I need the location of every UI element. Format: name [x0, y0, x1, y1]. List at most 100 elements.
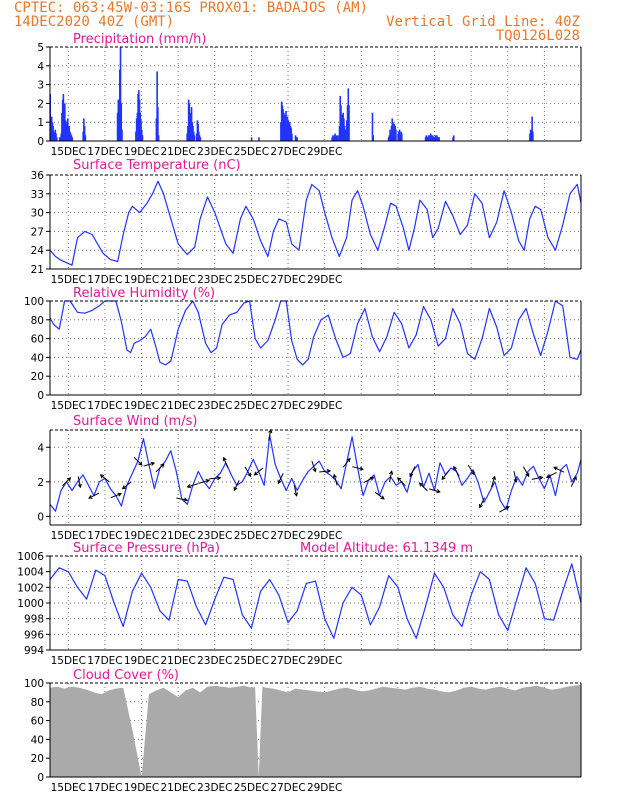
- temp-ytick-label: 36: [31, 170, 45, 182]
- pressure-annotation: Model Altitude: 61.1349 m: [300, 541, 473, 556]
- wind-xtick-label: 27DEC: [270, 530, 305, 542]
- wind-arrow-head: [99, 474, 105, 479]
- wind-arrow-head: [553, 466, 558, 471]
- rh-xtick-label: 23DEC: [197, 400, 232, 412]
- precip-xtick-label: 17DEC: [87, 146, 122, 158]
- cloud-ytick-label: 40: [31, 734, 44, 746]
- rh-xtick-label: 29DEC: [307, 400, 342, 412]
- wind-arrow-shaft: [352, 466, 364, 470]
- pressure-xtick-label: 25DEC: [234, 655, 269, 667]
- precip-bar: [199, 137, 202, 141]
- rh-panel: Relative Humidity (%) 0 20 40 60 80 100 15DEC 17…: [24, 286, 582, 412]
- temp-ytick-label: 27: [31, 226, 44, 238]
- precip-ytick-label: 4: [37, 61, 44, 73]
- pressure-xtick-label: 29DEC: [307, 655, 342, 667]
- cloud-ytick-label: 100: [24, 678, 44, 690]
- rh-ytick-label: 100: [24, 296, 44, 308]
- wind-arrow-shaft: [209, 477, 221, 480]
- wind-arrow-shaft: [570, 476, 577, 487]
- cloud-area: [50, 684, 581, 777]
- wind-xtick-label: 23DEC: [197, 530, 232, 542]
- pressure-panel: Surface Pressure (hPa) Model Altitude: 61…: [17, 541, 582, 667]
- wind-arrow-head: [573, 475, 577, 481]
- cloud-title: Cloud Cover (%): [73, 668, 179, 683]
- wind-arrow-head: [66, 477, 72, 482]
- cloud-xtick-label: 15DEC: [51, 782, 86, 794]
- precip-xtick-label: 25DEC: [234, 146, 269, 158]
- header-date-line: 14DEC2020 40Z (GMT): [14, 14, 175, 30]
- cloud-xtick-label: 19DEC: [124, 782, 159, 794]
- rh-ytick-label: 40: [31, 352, 44, 364]
- pressure-series-line: [49, 563, 582, 639]
- precip-bar: [258, 137, 260, 141]
- precip-xtick-label: 27DEC: [270, 146, 305, 158]
- wind-arrow-head: [436, 489, 441, 494]
- wind-arrow-shaft: [62, 477, 71, 487]
- cloud-xtick-label: 29DEC: [307, 782, 342, 794]
- wind-arrow-head: [183, 497, 189, 502]
- pressure-ytick-label: 1002: [17, 582, 44, 594]
- wind-arrow-head: [441, 475, 446, 481]
- wind-ytick-label: 2: [37, 477, 44, 489]
- wind-arrow-shaft: [479, 497, 486, 508]
- wind-arrow-shaft: [553, 466, 565, 473]
- pressure-title: Surface Pressure (hPa): [73, 541, 220, 556]
- precip-bar: [121, 129, 123, 141]
- wind-xtick-label: 29DEC: [307, 530, 342, 542]
- wind-arrow-head: [216, 476, 222, 481]
- wind-arrow-head: [150, 461, 156, 466]
- precip-bar: [400, 133, 403, 141]
- wind-arrow-shaft: [110, 493, 122, 499]
- temp-xtick-label: 29DEC: [307, 274, 342, 286]
- temp-xtick-label: 21DEC: [160, 274, 195, 286]
- wind-arrow-head: [186, 484, 192, 489]
- wind-arrow-shaft: [311, 460, 316, 472]
- precip-bar: [372, 135, 374, 141]
- wind-arrow-shaft: [397, 477, 406, 487]
- wind-arrow-shaft: [88, 492, 100, 499]
- wind-arrow-shaft: [342, 458, 351, 468]
- rh-xtick-label: 15DEC: [51, 400, 86, 412]
- rh-ytick-label: 60: [31, 334, 44, 346]
- rh-xtick-label: 17DEC: [87, 400, 122, 412]
- precip-bar: [58, 137, 61, 141]
- pressure-xtick-label: 19DEC: [124, 655, 159, 667]
- wind-arrow-head: [479, 503, 483, 509]
- temp-xtick-label: 17DEC: [87, 274, 122, 286]
- precip-bar: [55, 133, 57, 141]
- wind-arrow-shaft: [244, 466, 252, 477]
- wind-arrow-head: [253, 471, 258, 476]
- wind-arrow-shaft: [467, 464, 475, 475]
- wind-arrow-shaft: [409, 466, 416, 477]
- wind-arrow-head: [138, 461, 143, 466]
- rh-xtick-label: 21DEC: [160, 400, 195, 412]
- temp-xtick-label: 25DEC: [234, 274, 269, 286]
- cloud-ytick-label: 20: [31, 753, 44, 765]
- wind-arrow-head: [222, 456, 227, 462]
- precip-title: Precipitation (mm/h): [73, 32, 206, 47]
- precip-xtick-label: 15DEC: [51, 146, 86, 158]
- cloud-xtick-label: 25DEC: [234, 782, 269, 794]
- wind-arrow-head: [160, 463, 165, 468]
- wind-arrow-head: [233, 486, 238, 492]
- wind-arrows: [62, 428, 577, 513]
- wind-arrow-shaft: [223, 457, 229, 469]
- wind-arrow-shaft: [187, 483, 199, 488]
- precip-bar: [156, 71, 158, 141]
- wind-arrow-head: [117, 492, 122, 497]
- header-station-line: CPTEC: 063:45W-03:16S PROX01: BADAJOS (A…: [14, 0, 369, 16]
- precip-bar: [532, 131, 534, 141]
- cloud-ytick-label: 80: [31, 697, 44, 709]
- wind-ytick-label: 0: [37, 511, 44, 523]
- rh-xtick-label: 25DEC: [234, 400, 269, 412]
- wind-arrow-head: [545, 474, 551, 478]
- precip-ytick-label: 3: [37, 80, 44, 92]
- precip-ytick-label: 1: [37, 117, 44, 129]
- wind-panel: Surface Wind (m/s) 0 2 4 15DEC 17DEC 19DEC 21DE…: [37, 414, 582, 542]
- wind-xtick-label: 19DEC: [124, 530, 159, 542]
- wind-arrow-head: [505, 506, 510, 510]
- header-model-id: TQ0126L028: [495, 28, 580, 44]
- wind-ytick-label: 4: [37, 442, 44, 454]
- temp-xtick-label: 27DEC: [270, 274, 305, 286]
- precip-bar: [371, 112, 374, 141]
